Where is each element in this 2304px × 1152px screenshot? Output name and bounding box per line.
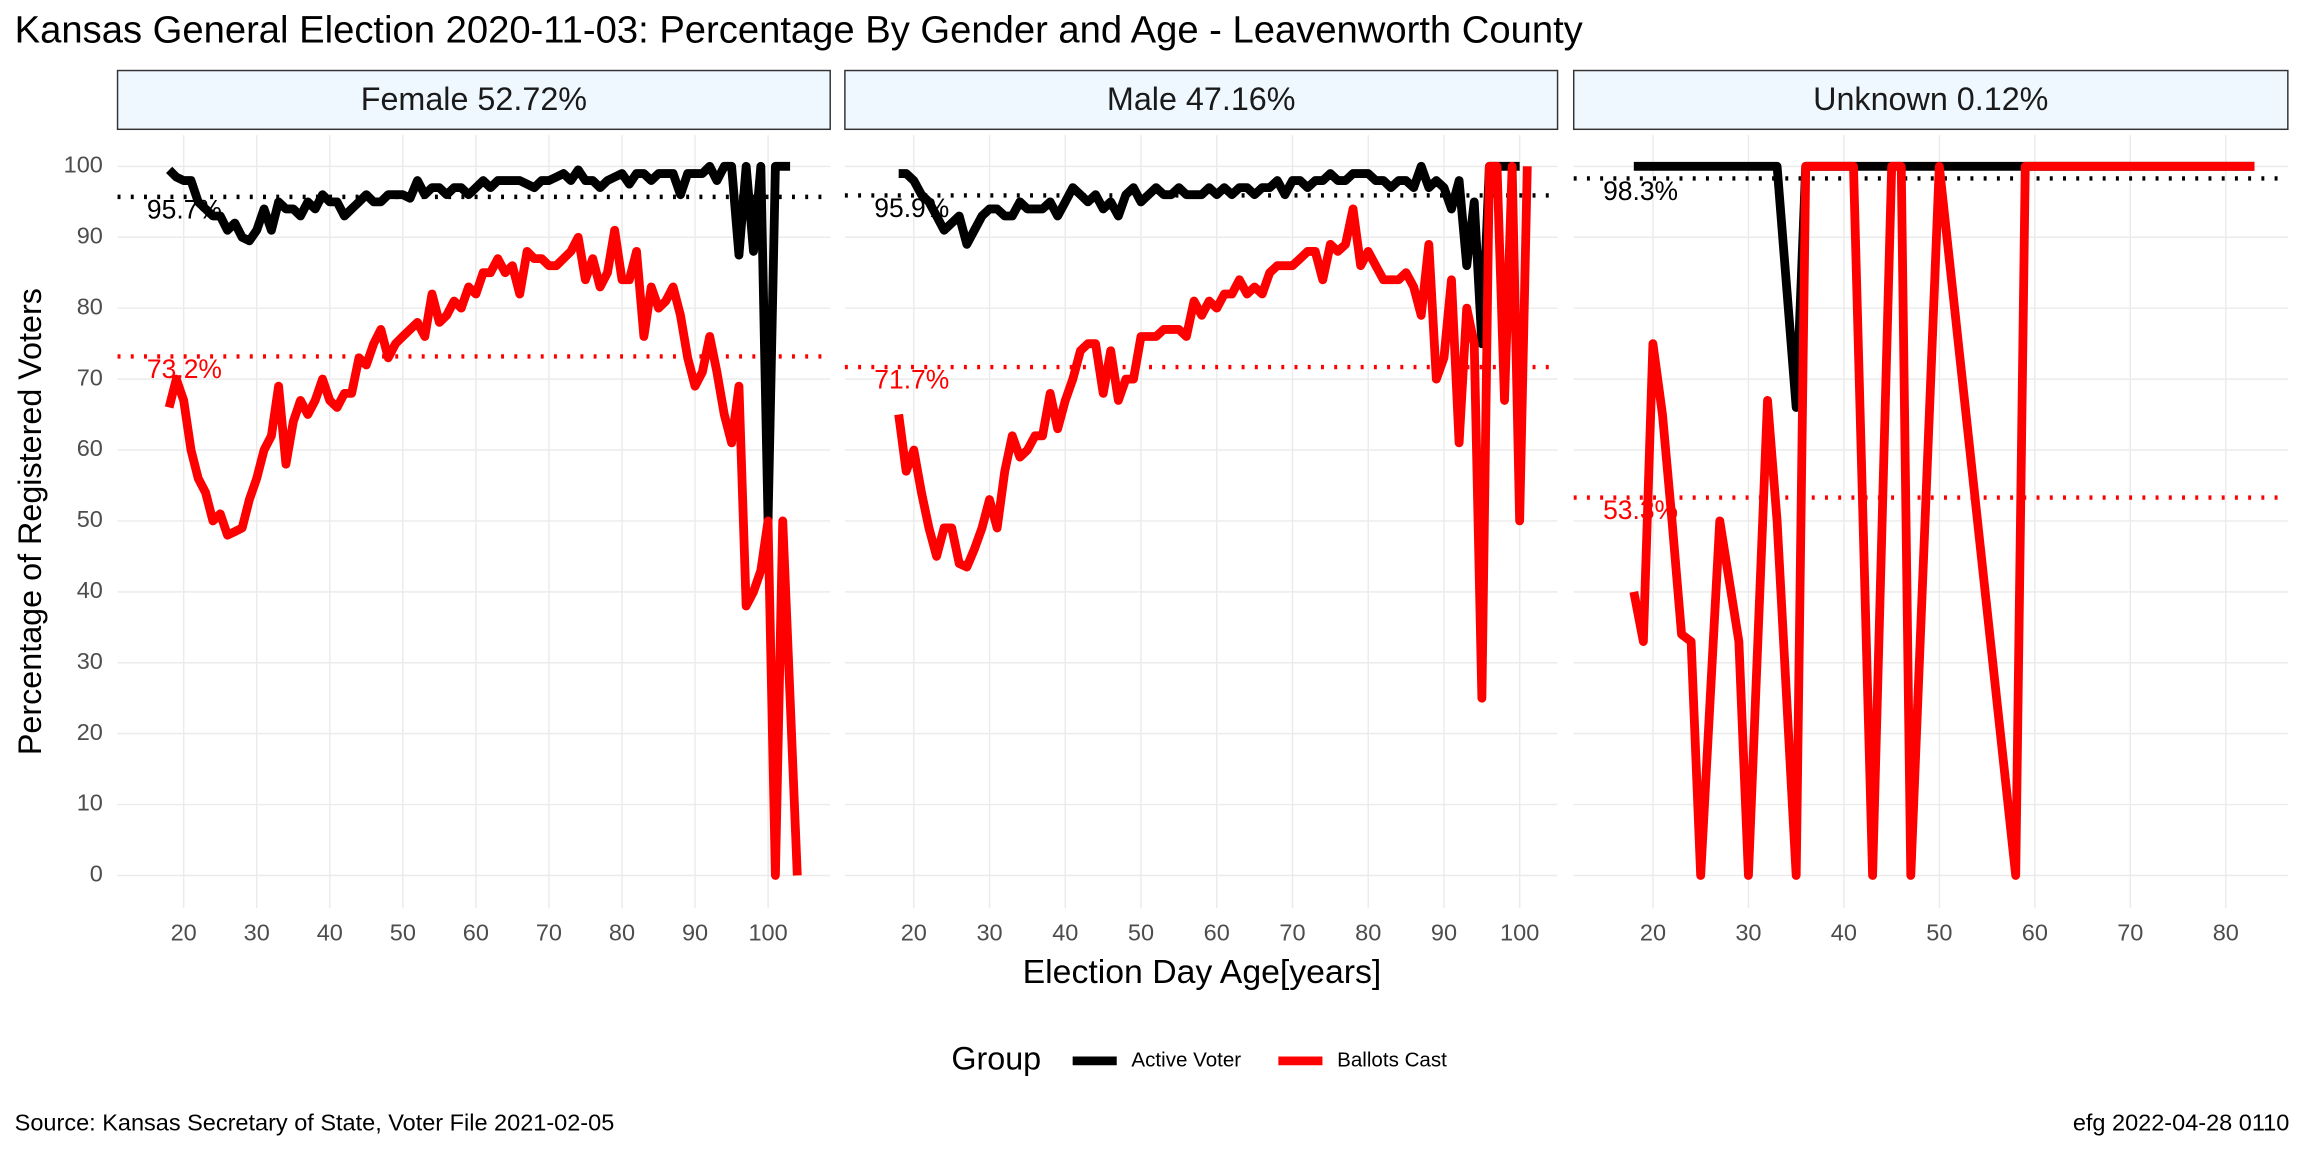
y-tick-label: 80: [77, 293, 103, 319]
x-tick-label: 70: [2117, 920, 2143, 946]
x-axis-title: Election Day Age[years]: [1023, 953, 1382, 991]
legend-title: Group: [951, 1040, 1041, 1076]
x-tick-label: 100: [1500, 920, 1539, 946]
y-tick-label: 0: [90, 861, 103, 887]
x-tick-label: 20: [171, 920, 197, 946]
reference-label: 71.7%: [874, 365, 949, 395]
y-tick-label: 30: [77, 648, 103, 674]
data-line: [1629, 161, 2255, 880]
facet-label: Unknown 0.12%: [1813, 81, 2048, 117]
y-tick-label: 60: [77, 435, 103, 461]
data-line: [898, 161, 1520, 349]
reference-label: 98.3%: [1603, 176, 1678, 206]
data-line: [164, 225, 802, 880]
x-tick-label: 20: [901, 920, 927, 946]
y-tick-label: 100: [64, 152, 103, 178]
x-tick-label: 80: [1355, 920, 1381, 946]
y-tick-label: 40: [77, 577, 103, 603]
facet-strip: [116, 69, 831, 131]
y-tick-label: 20: [77, 719, 103, 745]
x-tick-label: 30: [1735, 920, 1761, 946]
x-tick-label: 20: [1640, 920, 1666, 946]
y-tick-label: 50: [77, 506, 103, 532]
x-tick-label: 100: [748, 920, 787, 946]
facet-strip: [844, 69, 1559, 131]
x-tick-label: 90: [682, 920, 708, 946]
data-line: [1633, 161, 2255, 412]
facet-label: Female 52.72%: [361, 81, 587, 117]
x-tick-label: 50: [1128, 920, 1154, 946]
x-tick-label: 80: [609, 920, 635, 946]
credit-note: efg 2022-04-28 0110: [2073, 1109, 2289, 1135]
legend-label: Ballots Cast: [1337, 1048, 1447, 1071]
y-axis-title: Percentage of Registered Voters: [12, 288, 48, 755]
y-tick-label: 10: [77, 790, 103, 816]
reference-label: 73.2%: [147, 354, 222, 384]
reference-label: 53.3%: [1603, 495, 1678, 525]
x-tick-label: 30: [976, 920, 1002, 946]
x-tick-label: 50: [1926, 920, 1952, 946]
legend-label: Active Voter: [1131, 1048, 1241, 1071]
x-tick-label: 60: [1204, 920, 1230, 946]
x-tick-label: 70: [536, 920, 562, 946]
y-tick-label: 90: [77, 222, 103, 248]
x-tick-label: 40: [1052, 920, 1078, 946]
data-line: [894, 161, 1532, 703]
source-note: Source: Kansas Secretary of State, Voter…: [15, 1109, 615, 1135]
x-tick-label: 70: [1279, 920, 1305, 946]
x-tick-label: 40: [317, 920, 343, 946]
x-tick-label: 80: [2213, 920, 2239, 946]
x-tick-label: 60: [2022, 920, 2048, 946]
x-tick-label: 90: [1431, 920, 1457, 946]
facet-label: Male 47.16%: [1107, 81, 1296, 117]
x-tick-label: 30: [244, 920, 270, 946]
facet-strip: [1572, 69, 2289, 131]
data-line: [166, 161, 791, 526]
x-tick-label: 60: [463, 920, 489, 946]
x-tick-label: 40: [1831, 920, 1857, 946]
chart-title: Kansas General Election 2020-11-03: Perc…: [15, 8, 1584, 51]
y-tick-label: 70: [77, 364, 103, 390]
x-tick-label: 50: [390, 920, 416, 946]
